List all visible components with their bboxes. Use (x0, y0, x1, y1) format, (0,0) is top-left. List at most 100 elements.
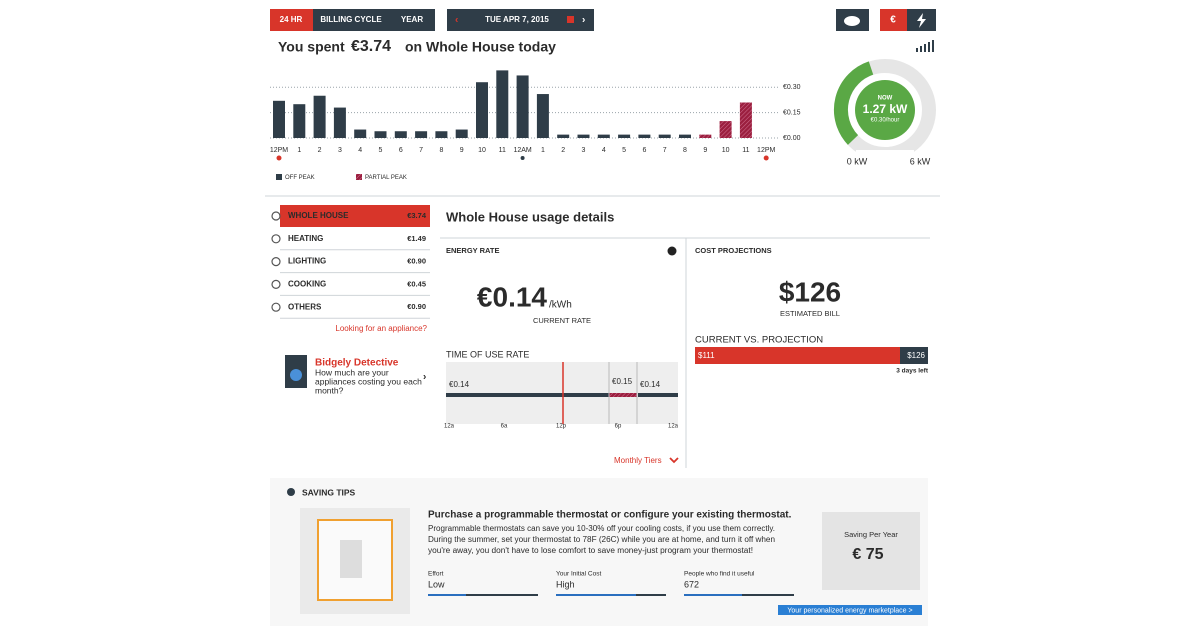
category-amount: €0.45 (407, 279, 426, 288)
bar-chart: €0.00 €0.15 €0.30 12PM 1 2 3 4 5 6 7 8 9 10 11 12AM 1 2 3 4… (270, 70, 801, 181)
bar (313, 95, 326, 138)
category-label[interactable]: WHOLE HOUSE (288, 211, 349, 220)
marketplace-button[interactable] (778, 605, 922, 615)
bar (516, 75, 529, 138)
gauge-min: 0 kW (847, 156, 868, 166)
tab-label[interactable]: 24 HR (280, 15, 303, 24)
summary-prefix: You spent (278, 39, 345, 55)
x-tick-label: 5 (379, 147, 383, 154)
x-tick-label: 4 (358, 147, 362, 154)
gauge-max: 6 kW (910, 156, 931, 166)
tou-segment (609, 393, 637, 397)
x-tick-label: 12PM (757, 147, 775, 154)
bar (273, 100, 285, 138)
x-tick-label: 3 (582, 147, 586, 154)
energy-heading: ENERGY RATE (446, 246, 499, 255)
info-icon[interactable] (667, 246, 677, 256)
category-amount: €0.90 (407, 257, 426, 266)
y-tick-label: €0.15 (783, 109, 801, 116)
active-row[interactable] (280, 205, 430, 227)
detective-title[interactable]: Bidgely Detective (315, 358, 399, 369)
metric-fill (556, 594, 636, 596)
category-label[interactable]: COOKING (288, 280, 326, 289)
tip-text: During the summer, set your thermostat t… (428, 535, 775, 544)
bar (394, 131, 407, 138)
calendar-icon[interactable] (567, 16, 574, 23)
tou-time: 6a (501, 424, 508, 430)
appliance-link[interactable]: Looking for an appliance? (335, 324, 427, 333)
moon-icon (520, 156, 525, 160)
date-nav[interactable] (447, 9, 594, 31)
tou-time: 12a (444, 424, 455, 430)
currency-button[interactable] (880, 9, 907, 31)
bar (293, 104, 306, 138)
bar (638, 134, 651, 138)
tab-label[interactable]: BILLING CYCLE (320, 15, 382, 24)
tou-segment (446, 393, 609, 397)
gauge-reading: 1.27 kW (863, 102, 908, 116)
metric-value: High (556, 579, 575, 589)
x-tick-label: 7 (663, 147, 667, 154)
x-tick-label: 3 (338, 147, 342, 154)
x-tick-label: 6 (642, 147, 646, 154)
legend-label: PARTIAL PEAK (365, 175, 407, 181)
cost-value: $126 (779, 276, 841, 307)
bar (658, 134, 671, 138)
tab-label[interactable]: YEAR (401, 15, 423, 24)
currency-icon: € (890, 15, 896, 26)
tou-time: 6p (615, 424, 622, 430)
bar (496, 70, 509, 138)
saving-value: € 75 (852, 546, 883, 563)
sidebar: WHOLE HOUSE €3.74 HEATING €1.49 LIGHTING €0.9… (271, 205, 430, 319)
category-icon (271, 257, 281, 267)
cloud-icon (844, 16, 860, 26)
energy-value: €0.14 (477, 281, 547, 312)
tou-heading: TIME OF USE RATE (446, 349, 529, 359)
bar (333, 107, 346, 138)
y-tick-label: €0.00 (783, 135, 801, 142)
x-tick-label: 11 (742, 147, 749, 154)
prev-arrow[interactable]: ‹ (455, 15, 458, 26)
metric-label: Your Initial Cost (556, 571, 601, 578)
tou-rate: €0.14 (449, 380, 470, 389)
bar (455, 129, 468, 138)
days-left: 3 days left (896, 368, 929, 375)
x-tick-label: 12PM (270, 147, 288, 154)
x-tick-label: 10 (478, 147, 486, 154)
detective-arrow[interactable]: › (423, 372, 426, 383)
saving-box (822, 512, 920, 590)
bar (354, 129, 367, 138)
legend-swatch (356, 174, 362, 180)
chevron[interactable] (669, 457, 679, 464)
legend-swatch (276, 174, 282, 180)
metric-label: Effort (428, 571, 444, 578)
gauge-gap (856, 150, 914, 170)
tips-heading: SAVING TIPS (302, 487, 356, 497)
x-tick-label: 11 (499, 147, 506, 154)
category-label[interactable]: LIGHTING (288, 257, 326, 266)
current-label: $111 (698, 351, 715, 360)
category-amount: €1.49 (407, 234, 426, 243)
category-label[interactable]: OTHERS (288, 302, 322, 311)
bar (374, 131, 387, 138)
metric-fill (684, 594, 742, 596)
detective-lens (290, 369, 302, 381)
signal-icon (916, 40, 934, 52)
tab-active[interactable] (270, 9, 313, 31)
bar (577, 134, 590, 138)
x-tick-label: 1 (541, 147, 545, 154)
metric-track (428, 594, 538, 596)
tab-group[interactable] (313, 9, 435, 31)
gauge-cost: €0.30/hour (871, 118, 900, 124)
tou-time: 12p (556, 424, 567, 430)
sun-icon (763, 155, 769, 161)
cost-heading: COST PROJECTIONS (695, 246, 772, 255)
gauge-center (855, 80, 915, 140)
sun-icon (276, 155, 282, 161)
marketplace-label[interactable]: Your personalized energy marketplace > (787, 607, 912, 614)
tiers-link[interactable]: Monthly Tiers (614, 456, 662, 465)
x-tick-label: 4 (602, 147, 606, 154)
next-arrow[interactable]: › (582, 15, 585, 26)
detective-text: appliances costing you each (315, 376, 422, 386)
category-label[interactable]: HEATING (288, 234, 323, 243)
